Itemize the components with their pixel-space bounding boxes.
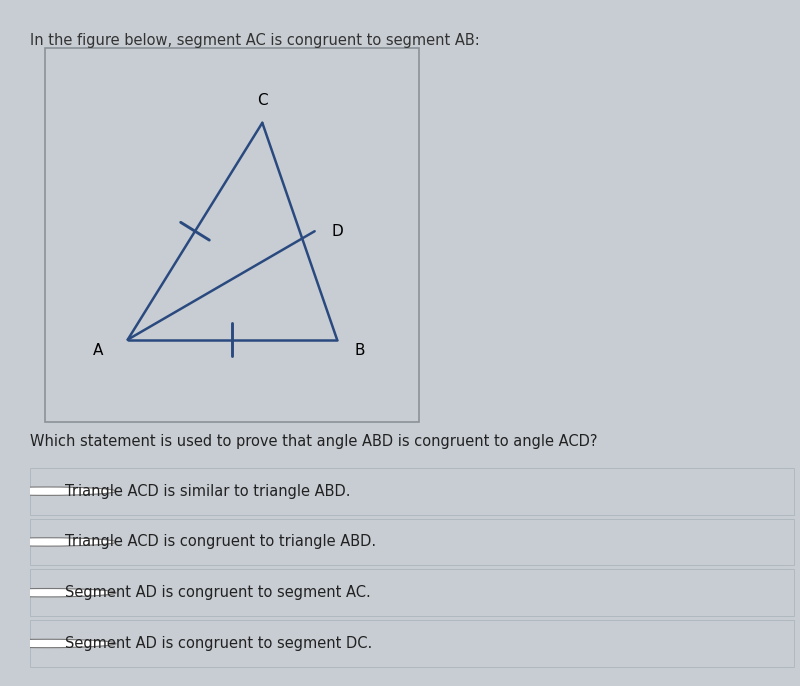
Text: Triangle ACD is similar to triangle ABD.: Triangle ACD is similar to triangle ABD. [65, 484, 350, 499]
Circle shape [0, 639, 116, 648]
Circle shape [0, 589, 116, 597]
Text: B: B [354, 344, 365, 358]
Circle shape [0, 538, 116, 546]
Text: Triangle ACD is congruent to triangle ABD.: Triangle ACD is congruent to triangle AB… [65, 534, 376, 549]
Text: Segment AD is congruent to segment DC.: Segment AD is congruent to segment DC. [65, 636, 372, 651]
Text: C: C [257, 93, 268, 108]
Text: A: A [93, 344, 103, 358]
Text: Segment AD is congruent to segment AC.: Segment AD is congruent to segment AC. [65, 585, 370, 600]
Text: Which statement is used to prove that angle ABD is congruent to angle ACD?: Which statement is used to prove that an… [30, 434, 598, 449]
Text: In the figure below, segment AC is congruent to segment AB:: In the figure below, segment AC is congr… [30, 33, 480, 48]
Text: D: D [331, 224, 343, 239]
Circle shape [0, 487, 116, 495]
